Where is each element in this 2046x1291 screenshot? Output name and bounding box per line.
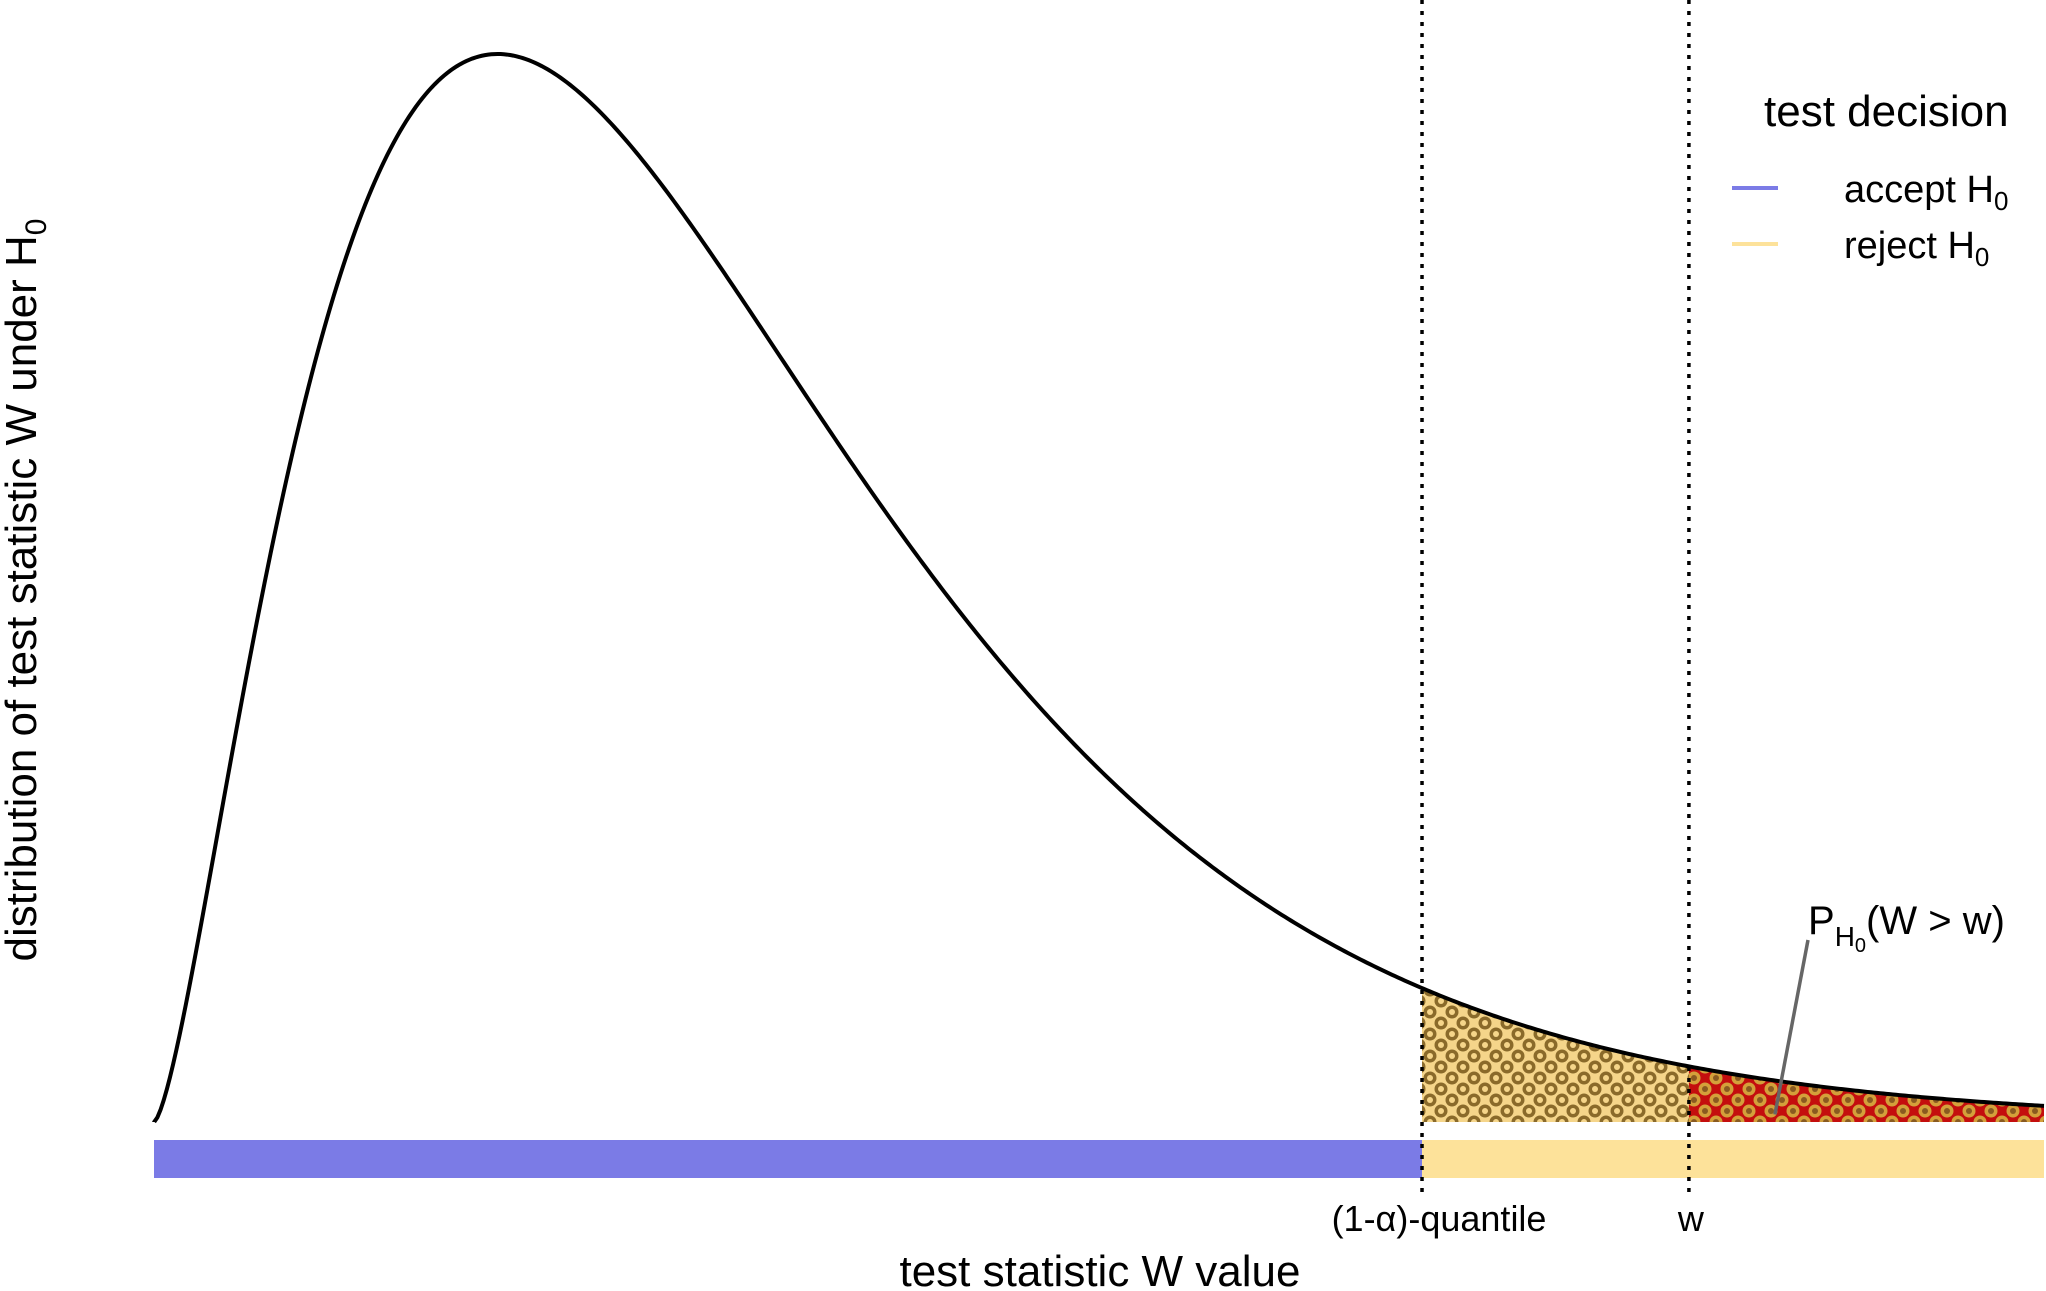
- legend-item-reject-label: reject H: [1844, 225, 1975, 267]
- legend-item-accept: accept H0: [1844, 169, 2008, 216]
- y-axis-label-main: distribution of test statistic W under H: [0, 235, 46, 961]
- x-tick-label: w: [1677, 1198, 1705, 1239]
- y-axis-label-sub: 0: [20, 219, 53, 236]
- legend: test decision accept H0 reject H0: [1732, 87, 2009, 272]
- legend-item-reject-sub: 0: [1975, 242, 1989, 272]
- pvalue-annotation-line: [1773, 939, 1810, 1115]
- rejection-region-area: [1422, 988, 2044, 1122]
- legend-item-reject: reject H0: [1844, 225, 1989, 272]
- legend-title: test decision: [1764, 87, 2009, 136]
- annotation-h-sub: 0: [1855, 935, 1866, 957]
- decision-bar-reject: [1422, 1140, 2044, 1178]
- x-tick-label: (1-α)-quantile: [1332, 1198, 1547, 1239]
- annotation-rest: (W > w): [1866, 899, 2005, 943]
- annotation-h: H: [1835, 921, 1855, 952]
- x-axis-label: test statistic W value: [899, 1247, 1300, 1291]
- legend-item-accept-sub: 0: [1994, 186, 2008, 216]
- pvalue-annotation: PH0(W > w): [1808, 899, 2005, 957]
- decision-bar-accept: [154, 1140, 1423, 1178]
- annotation-p: P: [1808, 899, 1835, 943]
- y-axis-label: distribution of test statistic W under H…: [0, 219, 53, 962]
- legend-item-accept-label: accept H: [1844, 169, 1994, 211]
- density-curve: [152, 51, 2045, 1124]
